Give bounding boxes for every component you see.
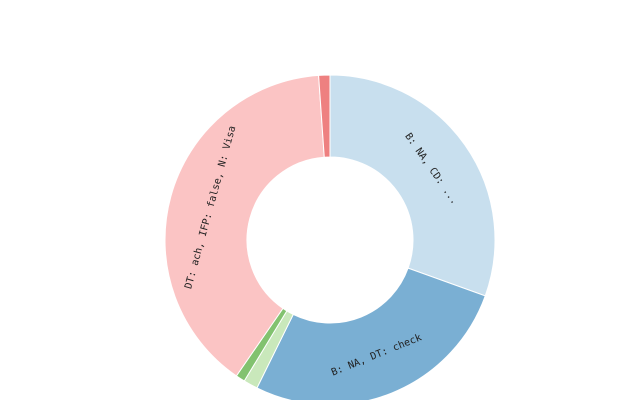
donut-segment [164,74,325,377]
donut-segment [256,267,486,400]
donut-segment [318,74,331,158]
donut-segment [329,74,496,297]
